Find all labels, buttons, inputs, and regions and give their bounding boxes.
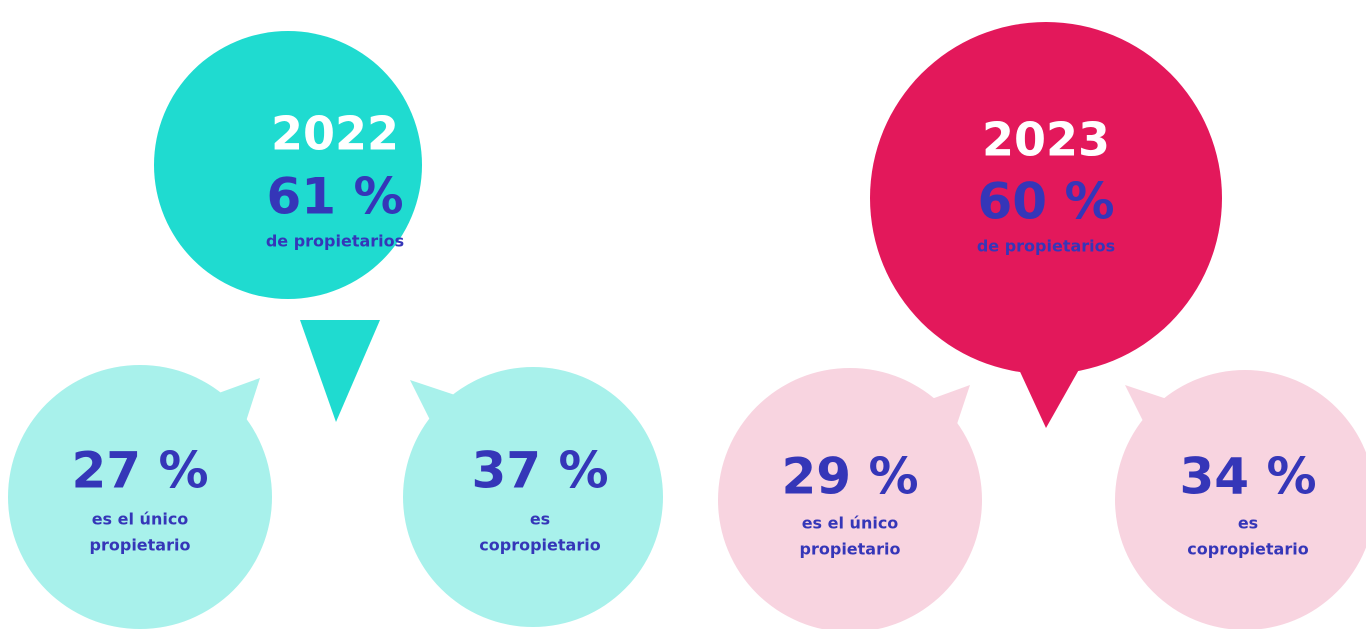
percent: 61 % [266, 168, 403, 226]
pointer [300, 320, 380, 422]
percent: 34 % [1179, 448, 1316, 506]
main-bubble [870, 22, 1222, 374]
percent: 60 % [977, 173, 1114, 231]
label: copropietario [479, 536, 600, 555]
year: 2022 [271, 107, 399, 161]
label: de propietarios [266, 232, 404, 251]
sub-bubble [8, 365, 272, 629]
main-bubble [154, 31, 422, 299]
sub-bubble [1115, 370, 1366, 629]
label: es [530, 510, 550, 529]
group-2022: 2022 61 % de propietarios 27 % es el úni… [8, 31, 663, 629]
percent: 27 % [71, 442, 208, 500]
group-2023: 2023 60 % de propietarios 29 % es el úni… [718, 22, 1366, 629]
sub-bubble [403, 367, 663, 627]
label: propietario [800, 540, 901, 559]
label: propietario [90, 536, 191, 555]
year: 2023 [982, 113, 1110, 167]
percent: 37 % [471, 442, 608, 500]
label: copropietario [1187, 540, 1308, 559]
label: es [1238, 514, 1258, 533]
label: de propietarios [977, 237, 1115, 256]
label: es el único [802, 514, 899, 533]
label: es el único [92, 510, 189, 529]
sub-bubble [718, 368, 982, 629]
percent: 29 % [781, 448, 918, 506]
